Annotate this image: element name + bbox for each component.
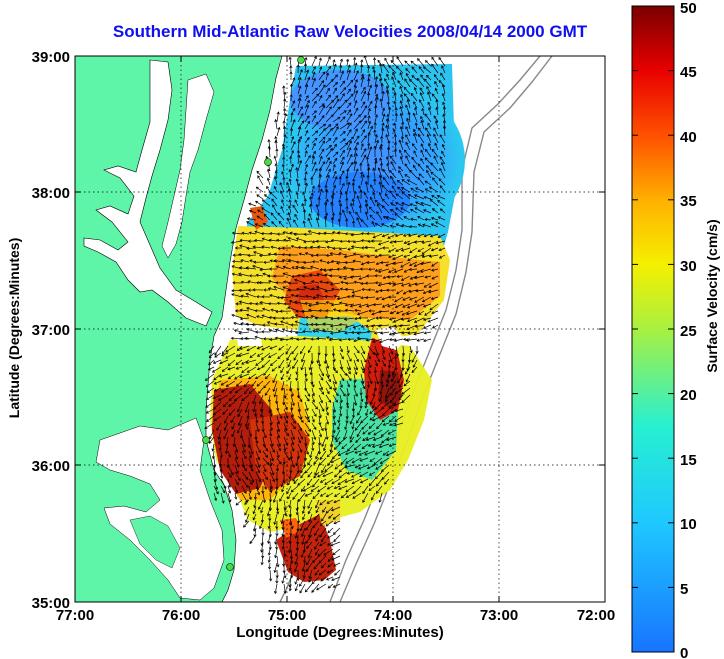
colorbar-tick-label: 35 — [680, 193, 697, 210]
colorbar-tick-label: 50 — [680, 0, 697, 17]
lon-tick-label: 74:00 — [374, 607, 412, 624]
radar-stations — [202, 56, 305, 571]
radar-station-marker — [297, 56, 305, 64]
colorbar-tick-label: 5 — [680, 581, 688, 598]
colorbar-tick-label: 45 — [680, 64, 697, 81]
colorbar-tick-label: 40 — [680, 129, 697, 146]
radar-station-marker — [264, 158, 272, 166]
colorbar-tick-label: 15 — [680, 452, 697, 469]
y-axis-label: Latitude (Degrees:Minutes) — [6, 237, 22, 419]
colorbar-tick-label: 20 — [680, 387, 697, 404]
radar-station-marker — [202, 436, 210, 444]
lon-tick-label: 75:00 — [268, 607, 306, 624]
lat-tick-label: 35:00 — [32, 595, 70, 612]
lon-tick-label: 76:00 — [162, 607, 200, 624]
colorbar-tick-label: 10 — [680, 516, 697, 533]
colorbar — [631, 5, 675, 653]
plot-area — [75, 56, 605, 602]
velocity-arrows — [204, 56, 446, 595]
lat-tick-label: 36:00 — [32, 458, 70, 475]
colorbar-label: Surface Velocity (cm/s) — [704, 219, 720, 373]
lon-tick-label: 73:00 — [480, 607, 518, 624]
lon-tick-label: 77:00 — [56, 607, 94, 624]
radar-station-marker — [226, 563, 234, 571]
lat-tick-label: 37:00 — [32, 322, 70, 339]
chesapeake-bay — [83, 59, 213, 327]
lat-tick-label: 39:00 — [32, 49, 70, 66]
colorbar-tick-label: 25 — [680, 323, 697, 340]
map-grid — [75, 56, 605, 602]
map-title: Southern Mid-Atlantic Raw Velocities 200… — [112, 22, 588, 41]
colorbar-tick-label: 30 — [680, 258, 697, 275]
x-axis-label: Longitude (Degrees:Minutes) — [236, 624, 444, 641]
colorbar-tick-label: 0 — [680, 645, 688, 659]
lon-tick-label: 72:00 — [577, 607, 615, 624]
lat-tick-label: 38:00 — [32, 185, 70, 202]
